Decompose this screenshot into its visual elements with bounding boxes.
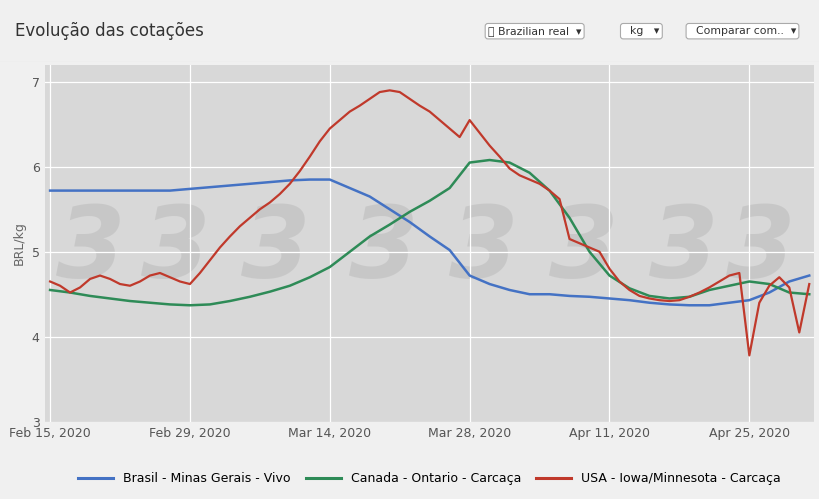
Text: Evolução das cotações: Evolução das cotações	[15, 22, 203, 40]
Text: 3: 3	[348, 202, 418, 299]
Text: 3: 3	[448, 202, 518, 299]
Text: 3: 3	[57, 202, 126, 299]
Y-axis label: BRL/kg: BRL/kg	[13, 222, 26, 265]
Text: 3: 3	[648, 202, 717, 299]
Text: Comparar com..  ▾: Comparar com.. ▾	[688, 26, 795, 36]
Text: 3: 3	[141, 202, 210, 299]
Text: 3: 3	[725, 202, 794, 299]
Text: 3: 3	[241, 202, 310, 299]
Text: 🌐 Brazilian real  ▾: 🌐 Brazilian real ▾	[487, 26, 581, 36]
Text: kg   ▾: kg ▾	[622, 26, 658, 36]
Text: 3: 3	[548, 202, 618, 299]
Legend: Brasil - Minas Gerais - Vivo, Canada - Ontario - Carcaça, USA - Iowa/Minnesota -: Brasil - Minas Gerais - Vivo, Canada - O…	[79, 472, 780, 485]
